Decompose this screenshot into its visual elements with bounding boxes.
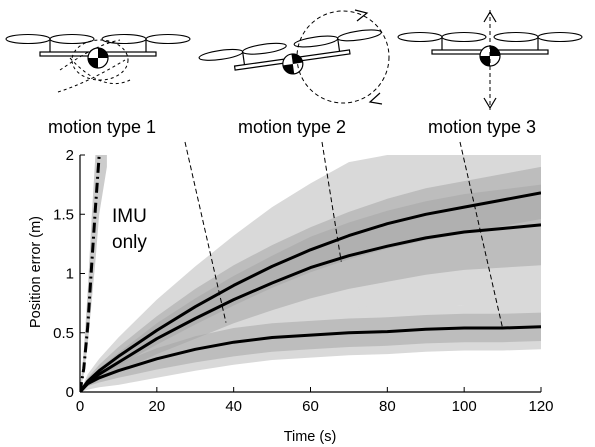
imu-only-band [80, 155, 107, 392]
y-tick-label: 0 [66, 384, 74, 401]
drone-camera-quadrant [282, 63, 295, 74]
imu-label-line2: only [112, 232, 147, 253]
label-leader-lines [184, 141, 504, 329]
x-tick-label: 20 [148, 398, 165, 415]
x-tick-label: 100 [452, 398, 477, 415]
drone-3-arrow-up [483, 10, 497, 23]
motion-type-1-label: motion type 1 [48, 117, 156, 137]
drone-illustrations [5, 9, 583, 110]
drone-1-motion-loop [71, 39, 129, 81]
drone-propeller-blade [242, 42, 287, 55]
x-tick-label: 40 [225, 398, 242, 415]
drone-camera-quadrant [98, 48, 108, 58]
series-1-line [80, 223, 541, 392]
imu-label-line1: IMU [112, 206, 147, 227]
drone-motion-type-1 [5, 33, 191, 69]
drone-propeller-blade [293, 35, 339, 48]
imu-only-line [80, 155, 101, 392]
drone-2-arrow [368, 92, 383, 105]
drone-propeller-blade [5, 33, 51, 45]
drone-propeller-blade [337, 29, 382, 42]
y-axis-label: Position error (m) [28, 216, 44, 328]
drone-propeller-blade [145, 33, 191, 45]
x-tick-label: 120 [528, 398, 553, 415]
series-2-line [80, 191, 541, 392]
series-3-inner-band [80, 312, 541, 392]
error-bands [80, 155, 541, 392]
drone-camera-quadrant [88, 58, 98, 68]
drone-propeller-blade [537, 31, 583, 43]
drone-mast [337, 39, 341, 52]
drone-camera-quadrant [490, 46, 500, 56]
drone-propeller-blade [397, 31, 443, 43]
drone-camera-quadrant [480, 56, 490, 66]
x-tick-label: 0 [76, 398, 84, 415]
drone-propeller-blade [441, 31, 487, 43]
series-3-line [80, 325, 541, 392]
drone-2-arrow [354, 9, 369, 22]
drone-2-circular-path [296, 10, 390, 104]
x-axis-label: Time (s) [284, 429, 337, 445]
y-tick-label: 0.5 [53, 325, 74, 342]
drone-propeller-blade [49, 33, 95, 45]
y-tick-label: 1.5 [53, 206, 74, 223]
motion-type-2-label: motion type 2 [238, 117, 346, 137]
leader-motion-type-2 [321, 141, 342, 262]
error-lines [80, 155, 541, 392]
motion-type-3-label: motion type 3 [428, 117, 536, 137]
axes: 0 20 40 60 80 100 120 0 0.5 1 1.5 2 [53, 147, 553, 415]
leader-motion-type-1 [184, 141, 227, 323]
drone-propeller-blade [198, 48, 244, 61]
drone-motion-type-2 [198, 29, 382, 75]
y-tick-label: 2 [66, 147, 74, 164]
drone-mast [242, 52, 246, 65]
x-tick-label: 80 [379, 398, 396, 415]
drone-propeller-blade [493, 31, 539, 43]
drone-propeller-blade [101, 33, 147, 45]
x-tick-label: 60 [302, 398, 319, 415]
series-2-inner-band [80, 166, 541, 392]
y-tick-label: 1 [66, 266, 74, 283]
drone-3-arrow-down [483, 97, 497, 110]
